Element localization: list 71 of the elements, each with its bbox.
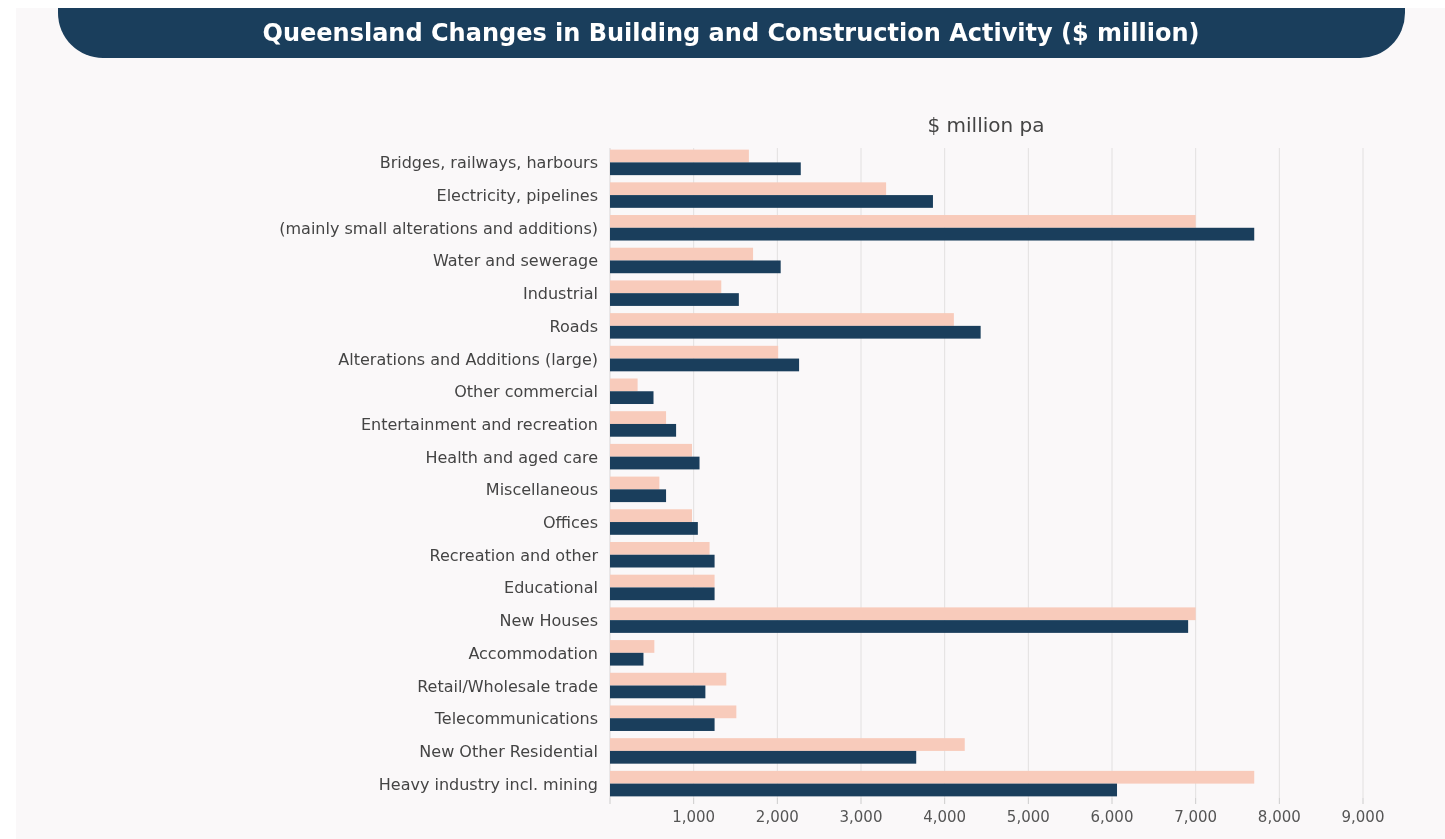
bar [610,685,706,699]
y-tick-label: Health and aged care [425,447,598,467]
bar [610,423,677,437]
bar [610,195,933,208]
bar [610,313,954,326]
y-tick-label: Alterations and Additions (large) [338,349,598,369]
y-tick-label: New Other Residential [419,741,598,761]
bar [610,280,722,294]
bar [610,293,739,306]
bar [610,325,981,339]
bar [610,411,667,424]
bar [610,509,692,523]
x-tick-label: 3,000 [839,808,883,826]
bar [610,476,660,490]
y-tick-label: New Houses [499,611,598,631]
bar [610,247,754,261]
bar [610,541,710,555]
y-tick-label: Water and sewerage [432,251,598,271]
bar [610,378,638,392]
bar [610,391,654,405]
bar [610,750,917,764]
bar [610,640,655,653]
y-tick-label: Bridges, railways, harbours [379,153,598,173]
bar [610,770,1255,784]
bar [610,489,667,503]
bar [610,783,1118,797]
y-tick-label: Recreation and other [429,545,599,565]
bar [610,738,965,751]
bar [610,620,1189,633]
x-tick-label: 5,000 [1006,808,1050,826]
bar [610,718,715,731]
bar [610,587,715,601]
x-tick-label: 2,000 [755,808,799,826]
y-tick-label: Educational [504,578,598,598]
y-tick-label: (mainly small alterations and additions) [279,218,598,238]
y-tick-label: Retail/Wholesale trade [417,676,598,696]
y-tick-label: Other commercial [454,382,598,402]
y-tick-label: Industrial [522,284,598,304]
y-tick-label: Miscellaneous [485,480,598,500]
bar [610,456,700,470]
chart-title: Queensland Changes in Building and Construction Activity ($ million) [262,19,1200,47]
y-tick-label: Roads [549,316,598,336]
bar [610,162,801,176]
bar [610,182,887,196]
bar [610,672,727,686]
y-tick-label: Accommodation [468,643,598,663]
bar [610,149,749,163]
bar [610,574,715,588]
x-axis-title: $ million pa [927,113,1045,137]
bar [610,215,1196,228]
bar [610,443,692,457]
bar [610,705,737,719]
bar [610,554,715,568]
bar [610,227,1255,241]
y-tick-label: Offices [542,513,598,533]
y-tick-label: Electricity, pipelines [436,186,598,206]
bar [610,260,781,274]
x-tick-label: 1,000 [672,808,716,826]
x-tick-label: 8,000 [1257,808,1301,826]
x-tick-label: 9,000 [1341,808,1385,826]
bar [610,522,698,535]
bar [610,607,1196,621]
x-tick-label: 7,000 [1174,808,1218,826]
y-tick-label: Telecommunications [433,709,598,729]
x-tick-label: 4,000 [923,808,967,826]
bar [610,652,644,666]
y-tick-label: Entertainment and recreation [360,414,598,434]
bar [610,358,800,372]
bar [610,345,779,359]
y-tick-label: Heavy industry incl. mining [378,774,598,794]
x-tick-label: 6,000 [1090,808,1134,826]
